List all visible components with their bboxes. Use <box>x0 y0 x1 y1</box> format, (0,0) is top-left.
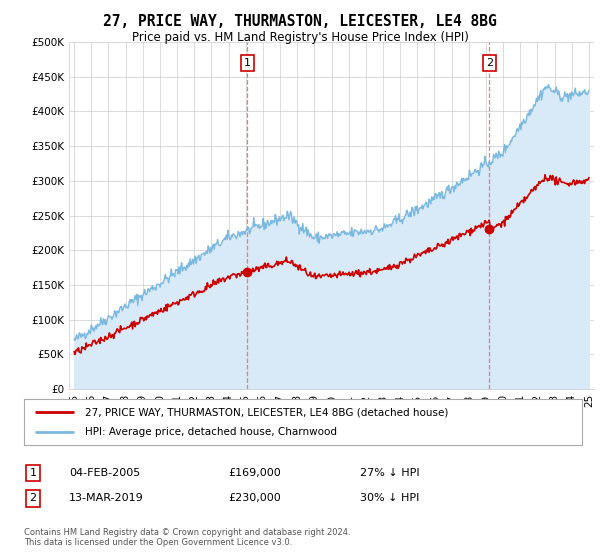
Text: 2: 2 <box>486 58 493 68</box>
Text: Price paid vs. HM Land Registry's House Price Index (HPI): Price paid vs. HM Land Registry's House … <box>131 31 469 44</box>
Text: 30% ↓ HPI: 30% ↓ HPI <box>360 493 419 503</box>
Text: 27% ↓ HPI: 27% ↓ HPI <box>360 468 419 478</box>
Text: 1: 1 <box>244 58 251 68</box>
Text: 2: 2 <box>29 493 37 503</box>
Text: 27, PRICE WAY, THURMASTON, LEICESTER, LE4 8BG: 27, PRICE WAY, THURMASTON, LEICESTER, LE… <box>103 14 497 29</box>
Text: 13-MAR-2019: 13-MAR-2019 <box>69 493 144 503</box>
Text: £230,000: £230,000 <box>228 493 281 503</box>
Text: £169,000: £169,000 <box>228 468 281 478</box>
Text: 27, PRICE WAY, THURMASTON, LEICESTER, LE4 8BG (detached house): 27, PRICE WAY, THURMASTON, LEICESTER, LE… <box>85 407 449 417</box>
Text: 04-FEB-2005: 04-FEB-2005 <box>69 468 140 478</box>
Text: Contains HM Land Registry data © Crown copyright and database right 2024.
This d: Contains HM Land Registry data © Crown c… <box>24 528 350 547</box>
Text: HPI: Average price, detached house, Charnwood: HPI: Average price, detached house, Char… <box>85 427 337 437</box>
Text: 1: 1 <box>29 468 37 478</box>
